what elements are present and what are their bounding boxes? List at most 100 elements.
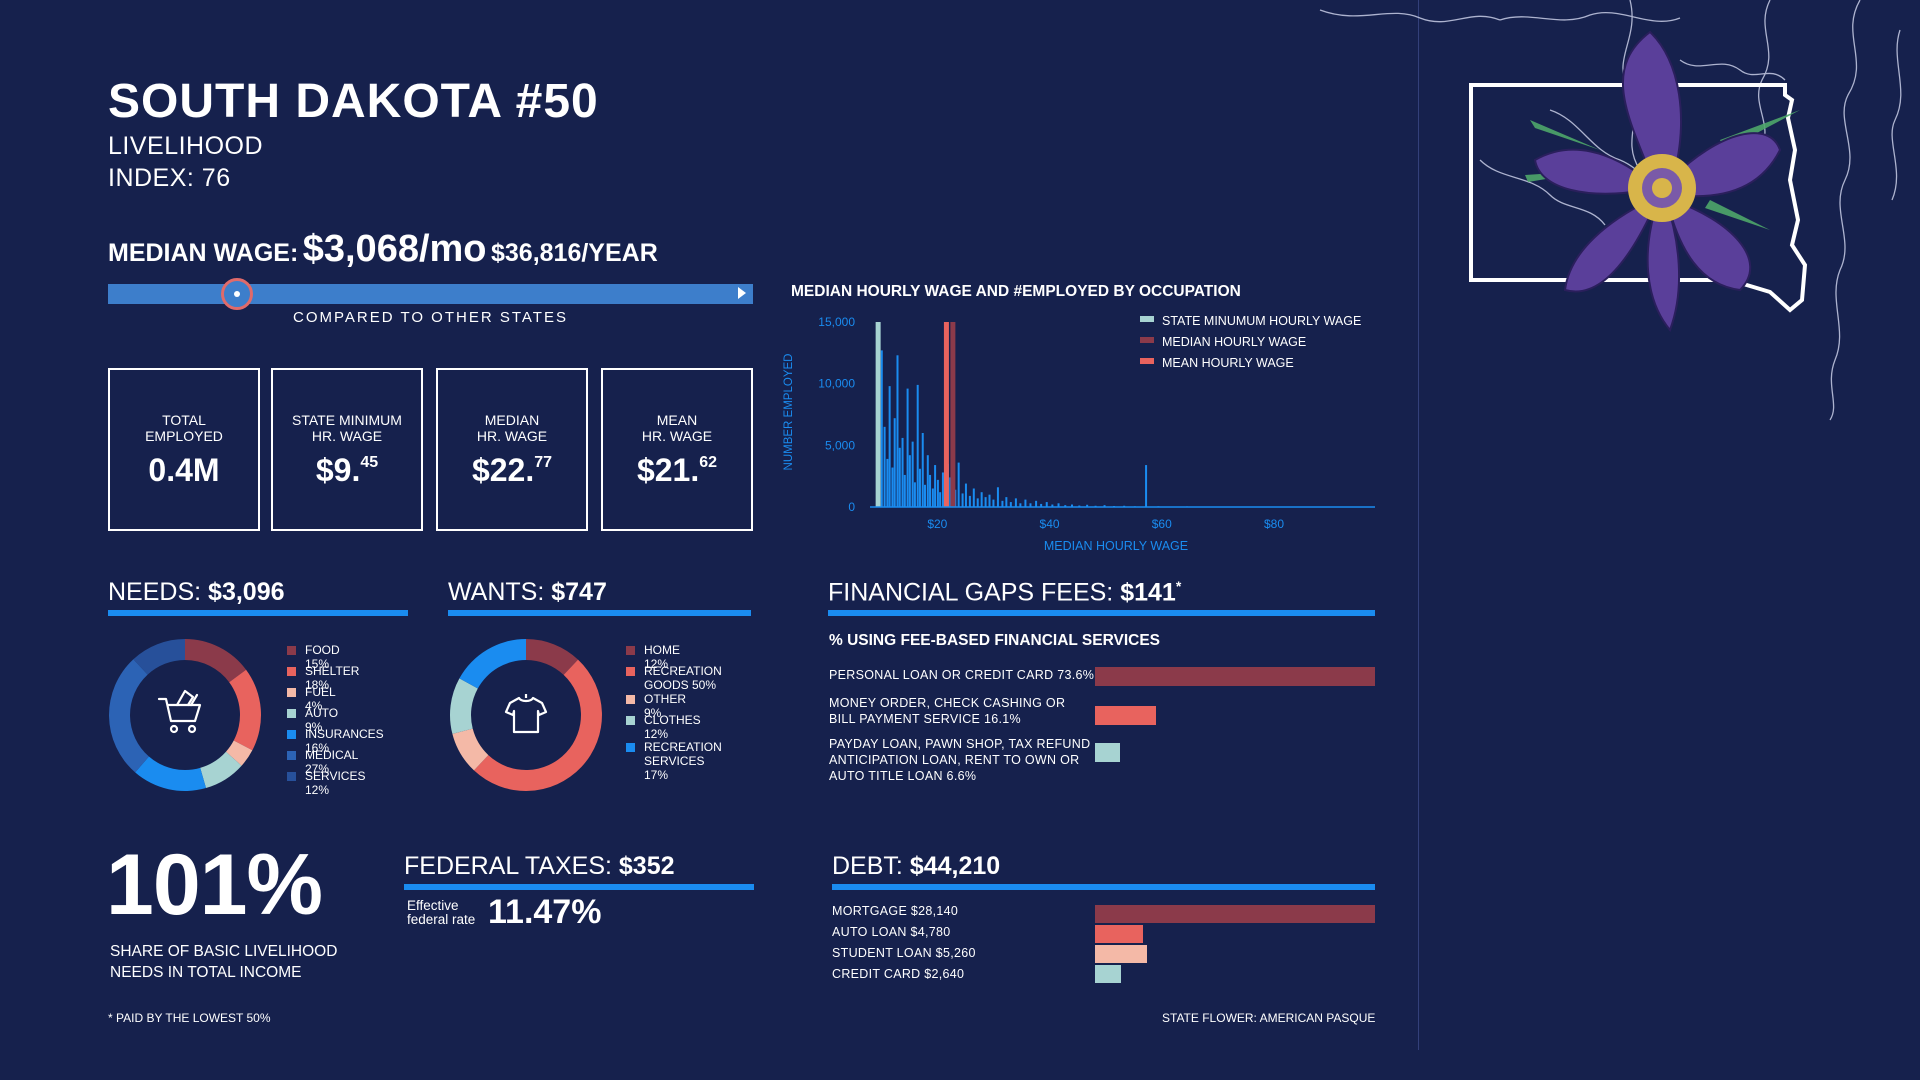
needs-donut-chart <box>109 639 261 791</box>
legend-swatch <box>287 709 296 718</box>
legend-label: FUEL 4% <box>305 685 336 713</box>
financial-gaps-heading: FINANCIAL GAPS FEES: $141* <box>828 578 1182 607</box>
histogram-bar <box>913 482 916 507</box>
legend-label: STATE MINUMUM HOURLY WAGE <box>1162 314 1361 328</box>
donut-slice <box>526 639 579 675</box>
histogram-bar <box>916 384 919 507</box>
legend-swatch <box>626 743 635 752</box>
legend-swatch <box>626 695 635 704</box>
donut-slice <box>135 756 206 791</box>
t-shirt-icon <box>504 694 548 734</box>
x-tick-label: $80 <box>1264 517 1284 531</box>
histogram-bar <box>906 388 909 507</box>
legend-label: CLOTHES 12% <box>644 713 701 741</box>
histogram-bar <box>1057 503 1060 507</box>
wants-value: $747 <box>551 578 607 606</box>
histogram-bar <box>961 493 964 507</box>
donut-slice <box>450 678 478 734</box>
histogram-bar <box>984 497 987 507</box>
page-title: SOUTH DAKOTA #50 <box>108 75 599 128</box>
reference-line <box>943 322 949 507</box>
federal-rate-label: Effective federal rate <box>407 898 476 927</box>
histogram-bar <box>896 355 899 507</box>
debt-underline <box>832 884 1375 890</box>
stat-value: 0.4M <box>148 452 220 488</box>
histogram-bar <box>1014 498 1017 507</box>
histogram-bar <box>941 472 944 507</box>
stat-value: $21.62 <box>636 452 718 488</box>
donut-slice <box>200 751 242 789</box>
subtitle-livelihood: LIVELIHOOD <box>108 132 264 160</box>
share-caption: SHARE OF BASIC LIVELIHOOD NEEDS IN TOTAL… <box>110 943 338 981</box>
histogram-bar <box>880 350 883 507</box>
fee-services-bar-chart: PERSONAL LOAN OR CREDIT CARD 73.6% MONEY … <box>829 660 1377 790</box>
debt-value: $44,210 <box>909 852 1001 880</box>
state-flower-illustration <box>1319 0 1902 421</box>
donut-slice <box>473 659 602 791</box>
debt-bar-chart: MORTGAGE $28,140 AUTO LOAN $4,780 STUDENT … <box>832 902 1377 992</box>
donut-slice <box>185 639 247 683</box>
donut-slice <box>225 740 253 766</box>
y-tick-label: 15,000 <box>818 315 855 329</box>
bar <box>1095 945 1148 963</box>
legend-label: FOOD 15% <box>305 643 340 671</box>
legend-swatch <box>1140 316 1154 322</box>
histogram-bar <box>934 465 937 507</box>
legend-swatch <box>1140 337 1154 343</box>
histogram-bar <box>911 441 914 507</box>
wants-legend: HOME 12% RECREATION GOODS 50% OTHER 9% CLOT… <box>626 643 776 793</box>
comparison-slider-knob <box>221 278 253 310</box>
needs-underline <box>108 610 408 616</box>
legend-label: INSURANCES 16% <box>305 727 384 755</box>
bar <box>1095 667 1375 686</box>
histogram-bar <box>1051 504 1054 507</box>
comparison-slider-track <box>108 284 753 304</box>
histogram-bar <box>1145 465 1148 507</box>
histogram-bar <box>957 462 960 507</box>
financial-gaps-value: $141 <box>1120 578 1176 607</box>
histogram-bar <box>1001 500 1004 507</box>
donut-slice <box>452 728 489 771</box>
legend-label: RECREATION GOODS 50% <box>644 664 722 692</box>
x-tick-label: $60 <box>1152 517 1172 531</box>
bar <box>1095 925 1143 943</box>
legend-swatch <box>287 646 296 655</box>
legend-swatch <box>1140 358 1154 364</box>
footnote-lowest-50: * PAID BY THE LOWEST 50% <box>108 1011 271 1025</box>
reference-line <box>875 322 881 507</box>
histogram-bar <box>926 455 929 507</box>
histogram-bar <box>918 468 921 507</box>
histogram-bar <box>949 477 952 507</box>
bar-label: MORTGAGE $28,140 <box>832 904 959 918</box>
stat-label: MEAN HR. WAGE <box>641 412 713 444</box>
financial-gaps-underline <box>828 610 1375 616</box>
y-tick-label: 0 <box>848 500 855 514</box>
histogram-bar <box>939 492 942 507</box>
histogram-bar <box>903 474 906 507</box>
bar <box>1095 965 1122 983</box>
legend-swatch <box>287 667 296 676</box>
footnote-state-flower: STATE FLOWER: AMERICAN PASQUE <box>1162 1011 1376 1025</box>
histogram-bar <box>1045 502 1048 507</box>
share-value: 101% <box>106 837 323 933</box>
median-wage-yearly: $36,816/YEAR <box>490 239 658 267</box>
bar-label: STUDENT LOAN $5,260 <box>832 946 976 960</box>
histogram-bar <box>1029 503 1032 507</box>
histogram-bar <box>964 483 967 507</box>
histogram-bar <box>936 479 939 507</box>
histogram-bar <box>988 494 991 507</box>
histogram-bar <box>901 437 904 507</box>
legend-swatch <box>287 751 296 760</box>
histogram-bar <box>980 492 983 507</box>
legend-label: HOME 12% <box>644 643 680 671</box>
bar-label: AUTO LOAN $4,780 <box>832 925 951 939</box>
histogram-bar <box>893 418 896 507</box>
stat-label: TOTAL EMPLOYED <box>145 412 223 444</box>
x-axis-label: MEDIAN HOURLY WAGE <box>1044 539 1188 553</box>
histogram-bar <box>923 484 926 507</box>
federal-taxes-value: $352 <box>618 852 675 880</box>
y-tick-label: 5,000 <box>825 438 855 452</box>
bar-label: CREDIT CARD $2,640 <box>832 967 965 981</box>
histogram-bar <box>968 495 971 507</box>
bar <box>1095 743 1121 762</box>
